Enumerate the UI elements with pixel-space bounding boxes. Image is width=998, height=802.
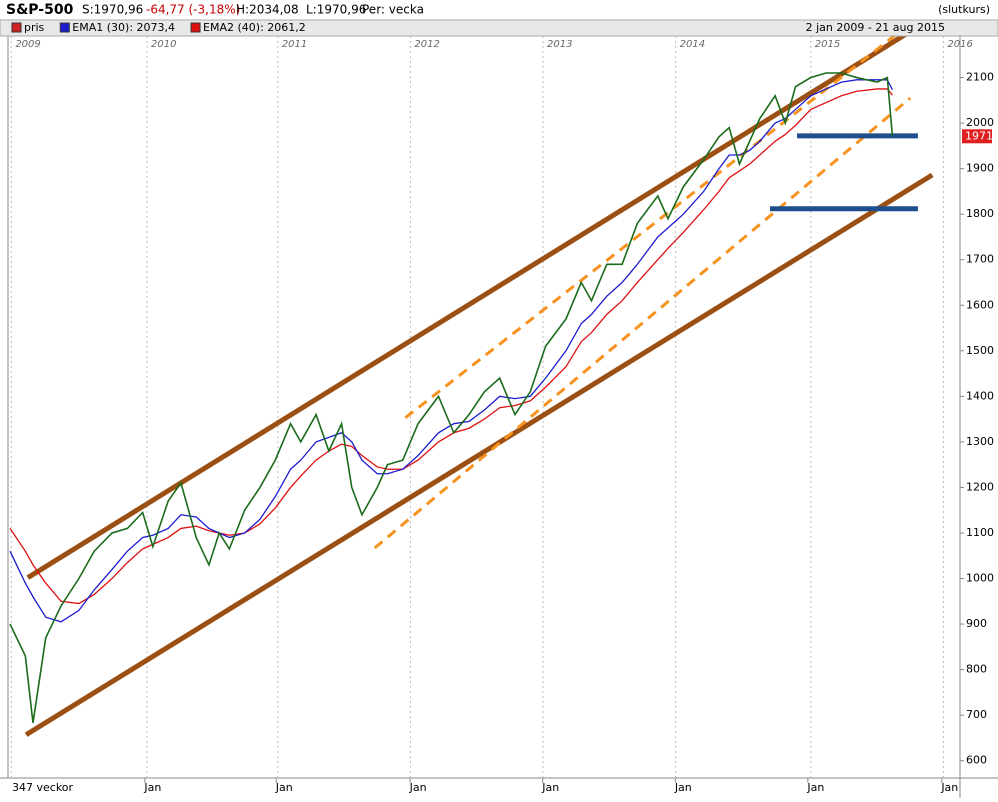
legend-swatch <box>190 22 201 33</box>
plot-area <box>7 35 961 779</box>
x-tick-label: 2013 <box>547 39 572 50</box>
trend-line <box>373 96 912 550</box>
stat-high: H:2034,08 <box>236 3 299 17</box>
ema-line <box>9 79 893 623</box>
period-count: 347 veckor <box>12 781 74 794</box>
x-tick-label: 2011 <box>282 39 307 50</box>
x-tick-label: 2014 <box>680 39 705 50</box>
y-tick-label: 1800 <box>966 207 994 220</box>
stat-low: L:1970,96 <box>306 3 366 17</box>
x-tick-label: Jan <box>541 781 559 794</box>
y-tick-label: 1000 <box>966 572 994 585</box>
x-tick-label: 2015 <box>815 39 840 50</box>
y-tick-label: 900 <box>966 617 987 630</box>
legend-swatch <box>11 22 22 33</box>
y-tick-label: 1600 <box>966 298 994 311</box>
y-tick-label: 600 <box>966 754 987 767</box>
x-tick-label: Jan <box>674 781 692 794</box>
y-tick-label: 1700 <box>966 253 994 266</box>
x-tick-label: 2009 <box>15 39 40 50</box>
y-tick-label: 700 <box>966 708 987 721</box>
y-tick-label: 1300 <box>966 435 994 448</box>
price-basis: (slutkurs) <box>938 3 990 16</box>
stat-close: S:1970,96 <box>82 3 143 17</box>
y-tick-label: 1900 <box>966 162 994 175</box>
plot-layer <box>9 36 944 778</box>
trend-line <box>404 36 897 419</box>
x-tick-label: 2010 <box>151 39 176 50</box>
x-tick-label: Jan <box>143 781 161 794</box>
last-price-label: 1971 <box>965 129 993 142</box>
y-tick-label: 800 <box>966 663 987 676</box>
y-tick-label: 2100 <box>966 71 994 84</box>
x-tick-label: Jan <box>275 781 293 794</box>
x-tick-label: Jan <box>409 781 427 794</box>
ema-line <box>9 88 893 605</box>
trend-line <box>24 172 934 737</box>
stat-period: Per: vecka <box>362 3 424 17</box>
price-line <box>9 72 894 724</box>
legend-label: EMA1 (30): 2073,4 <box>72 21 175 34</box>
legend-swatch <box>59 22 70 33</box>
legend-bar <box>0 19 998 37</box>
legend-label: EMA2 (40): 2061,2 <box>203 21 306 34</box>
date-range: 2 jan 2009 - 21 aug 2015 <box>806 21 945 34</box>
x-tick-label: Jan <box>940 781 958 794</box>
stat-change: -64,77 (-3,18%) <box>146 3 240 17</box>
x-tick-label: Jan <box>806 781 824 794</box>
last-price-tag <box>962 129 992 144</box>
x-tick-label: 2016 <box>947 39 972 50</box>
y-tick-label: 1100 <box>966 526 994 539</box>
y-tick-label: 1200 <box>966 480 994 493</box>
x-tick-label: 2012 <box>414 39 439 50</box>
chart-title: S&P-500 <box>6 2 74 18</box>
y-tick-label: 2000 <box>966 116 994 129</box>
legend-label: pris <box>24 21 45 34</box>
y-tick-label: 1400 <box>966 389 994 402</box>
y-tick-label: 1500 <box>966 344 994 357</box>
